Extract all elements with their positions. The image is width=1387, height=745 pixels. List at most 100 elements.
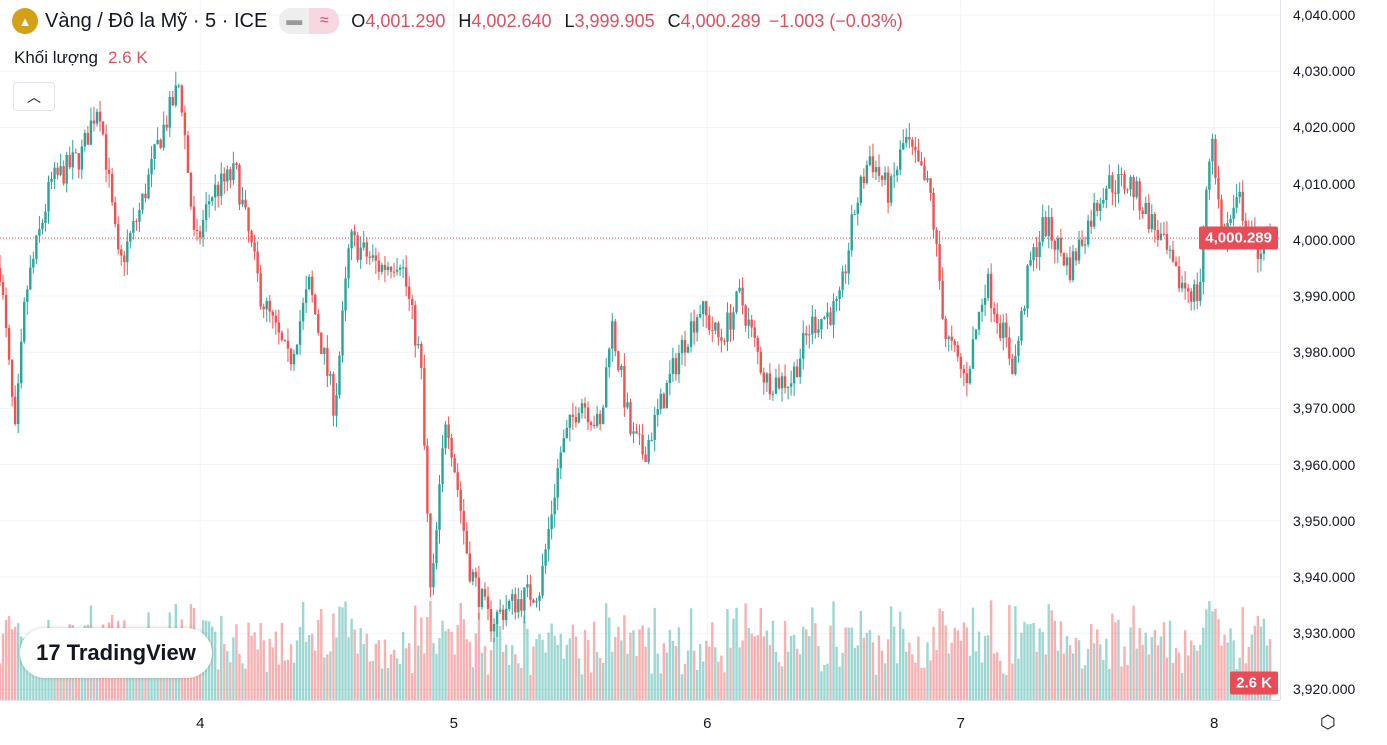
candle — [895, 169, 899, 176]
candle — [520, 599, 523, 611]
candle — [777, 377, 781, 389]
volume-bar — [1074, 637, 1078, 700]
candle — [1232, 207, 1235, 219]
volume-bar — [368, 661, 371, 700]
candle — [708, 315, 711, 331]
candle — [1180, 282, 1184, 289]
candle — [235, 163, 238, 166]
candle — [141, 193, 144, 210]
candle — [711, 330, 714, 332]
candle — [68, 154, 71, 168]
candle — [1162, 233, 1166, 235]
tradingview-logo[interactable]: 17 TradingView — [20, 628, 212, 678]
candle — [398, 267, 402, 270]
volume-bar — [347, 637, 350, 700]
candle — [1071, 251, 1075, 281]
time-axis[interactable]: 4 5 6 7 8 — [0, 700, 1280, 745]
volume-bar — [1180, 672, 1184, 700]
symbol-title[interactable]: Vàng / Đô la Mỹ · 5 · ICE — [45, 9, 268, 32]
candle — [1144, 202, 1147, 214]
candle — [0, 267, 2, 282]
volume-bar — [747, 627, 750, 700]
volume-bar — [647, 627, 650, 700]
price-tick: 4,000.000 — [1293, 231, 1356, 248]
volume-bar — [1186, 655, 1190, 700]
volume-bar — [626, 653, 629, 700]
candle — [1068, 257, 1072, 281]
volume-bar — [608, 617, 611, 700]
volume-bar — [214, 631, 217, 700]
candle — [89, 120, 93, 145]
price-axis[interactable]: 4,040.000 4,030.000 4,020.000 4,010.000 4,00… — [1280, 0, 1387, 700]
candle — [495, 611, 499, 624]
volume-bar — [286, 659, 290, 700]
volume-bar — [1050, 610, 1053, 700]
volume-bar — [341, 607, 344, 700]
volume-bar — [511, 645, 514, 700]
volume-bar — [1023, 621, 1026, 700]
volume-bar — [986, 635, 990, 700]
candle — [53, 167, 56, 180]
candle — [671, 358, 675, 374]
volume-bar — [1138, 628, 1141, 700]
candle — [450, 437, 453, 458]
volume-bar — [229, 662, 232, 700]
candle — [368, 256, 371, 258]
volume-bar — [314, 650, 317, 700]
candle — [159, 139, 162, 148]
volume-bar — [1135, 648, 1138, 700]
candle — [920, 161, 923, 166]
indicator-toggle[interactable]: ▬ ≈ — [279, 8, 340, 34]
volume-bar — [0, 663, 2, 700]
volume-bar — [929, 660, 932, 700]
volume-bar — [332, 613, 335, 700]
volume-bar — [1262, 618, 1266, 700]
candle — [886, 172, 890, 203]
volume-bar — [435, 653, 438, 700]
volume-bar — [802, 626, 805, 700]
volume-bar — [1002, 673, 1005, 700]
collapse-legend-button[interactable]: ︿ — [13, 82, 55, 111]
volume-bar — [874, 674, 878, 700]
volume-bar — [841, 652, 844, 700]
volume-bar — [1123, 646, 1126, 700]
price-chart[interactable] — [0, 0, 1280, 700]
candle — [623, 366, 626, 408]
volume-bar — [1026, 624, 1029, 700]
candle — [926, 178, 929, 181]
candle — [1023, 308, 1026, 312]
volume-bar — [283, 660, 287, 700]
volume-bar — [877, 635, 881, 700]
volume-bar — [638, 629, 641, 700]
volume-bar — [262, 640, 265, 700]
volume-bar — [677, 627, 681, 700]
candle — [1241, 191, 1244, 221]
volume-bar — [16, 623, 20, 700]
volume-bar — [268, 638, 271, 700]
candle — [123, 255, 126, 263]
candle — [577, 413, 581, 423]
gold-logo-icon: ▲ — [12, 8, 38, 34]
volume-bar — [592, 621, 596, 700]
settings-icon[interactable]: ⬡ — [1320, 712, 1336, 732]
candle — [501, 609, 505, 620]
candle — [65, 154, 68, 184]
candle — [1135, 181, 1138, 198]
volume-bar — [514, 654, 517, 700]
approx-icon[interactable]: ≈ — [309, 8, 340, 34]
volume-bar — [171, 662, 174, 700]
candle — [617, 351, 620, 370]
candle — [401, 267, 405, 269]
candle — [265, 300, 268, 310]
candle — [1020, 311, 1023, 341]
candle — [571, 414, 575, 417]
candle — [77, 153, 81, 170]
volume-bar — [768, 644, 772, 700]
minus-icon[interactable]: ▬ — [279, 8, 310, 34]
candle — [459, 489, 462, 511]
volume-bar — [556, 644, 559, 700]
candle — [301, 303, 305, 322]
volume-bar — [1211, 611, 1214, 700]
candle — [153, 144, 156, 159]
time-tick: 8 — [1210, 715, 1219, 732]
